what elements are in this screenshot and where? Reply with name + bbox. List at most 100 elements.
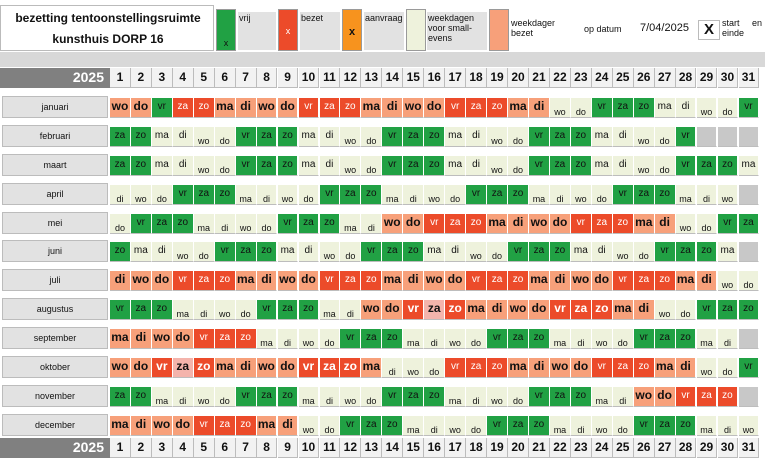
- day-cell[interactable]: wo: [550, 97, 571, 118]
- day-cell[interactable]: di: [550, 184, 571, 205]
- day-cell[interactable]: vr: [529, 155, 550, 176]
- day-cell[interactable]: zo: [570, 126, 592, 147]
- day-cell[interactable]: di: [570, 329, 592, 350]
- day-cell[interactable]: zo: [130, 386, 152, 407]
- day-cell[interactable]: do: [529, 300, 550, 321]
- day-cell[interactable]: di: [424, 415, 446, 436]
- day-cell[interactable]: vr: [361, 242, 383, 263]
- day-cell[interactable]: ma: [256, 329, 278, 350]
- day-cell[interactable]: vr: [193, 415, 215, 436]
- day-cell[interactable]: vr: [172, 184, 194, 205]
- day-cell[interactable]: di: [508, 213, 529, 234]
- day-cell[interactable]: di: [591, 242, 613, 263]
- day-cell[interactable]: di: [277, 329, 299, 350]
- day-cell[interactable]: vr: [340, 415, 362, 436]
- day-cell[interactable]: do: [214, 386, 236, 407]
- day-cell[interactable]: wo: [675, 213, 697, 234]
- day-cell[interactable]: za: [130, 300, 152, 321]
- day-cell[interactable]: wo: [508, 300, 529, 321]
- day-cell[interactable]: zo: [633, 358, 655, 378]
- day-cell[interactable]: za: [466, 358, 487, 378]
- day-cell[interactable]: ma: [382, 271, 404, 292]
- day-cell[interactable]: vr: [319, 184, 341, 205]
- day-cell[interactable]: ma: [214, 97, 236, 118]
- day-cell[interactable]: vr: [445, 97, 467, 118]
- day-cell[interactable]: za: [403, 126, 425, 147]
- day-cell[interactable]: zo: [487, 97, 508, 118]
- day-cell[interactable]: di: [361, 213, 383, 234]
- day-cell[interactable]: zo: [214, 271, 236, 292]
- day-cell[interactable]: vr: [633, 329, 655, 350]
- day-cell[interactable]: do: [151, 271, 173, 292]
- day-cell[interactable]: za: [110, 386, 131, 407]
- day-cell[interactable]: zo: [570, 155, 592, 176]
- day-cell[interactable]: za: [256, 126, 278, 147]
- day-cell[interactable]: di: [487, 300, 508, 321]
- day-cell[interactable]: do: [717, 97, 739, 118]
- day-cell[interactable]: ma: [361, 97, 383, 118]
- day-cell[interactable]: za: [529, 242, 550, 263]
- day-cell[interactable]: do: [151, 184, 173, 205]
- day-cell[interactable]: wo: [696, 97, 718, 118]
- day-cell[interactable]: do: [361, 386, 383, 407]
- day-cell[interactable]: di: [110, 184, 131, 205]
- day-cell[interactable]: za: [654, 415, 676, 436]
- day-cell[interactable]: za: [550, 126, 571, 147]
- day-cell[interactable]: vr: [717, 213, 739, 234]
- day-cell[interactable]: zo: [570, 386, 592, 407]
- day-cell[interactable]: za: [193, 271, 215, 292]
- day-cell[interactable]: zo: [654, 184, 676, 205]
- day-cell[interactable]: ma: [529, 184, 550, 205]
- day-cell[interactable]: di: [130, 329, 152, 350]
- day-cell[interactable]: do: [445, 271, 467, 292]
- day-cell[interactable]: do: [235, 300, 257, 321]
- day-cell[interactable]: do: [550, 213, 571, 234]
- day-cell[interactable]: do: [110, 213, 131, 234]
- day-cell[interactable]: di: [172, 155, 194, 176]
- day-cell[interactable]: wo: [403, 358, 425, 378]
- day-cell[interactable]: di: [675, 97, 697, 118]
- day-cell[interactable]: wo: [654, 300, 676, 321]
- day-cell[interactable]: [738, 126, 760, 147]
- day-cell[interactable]: zo: [675, 415, 697, 436]
- day-cell[interactable]: ma: [508, 97, 529, 118]
- day-cell[interactable]: di: [235, 358, 257, 378]
- day-cell[interactable]: zo: [466, 213, 487, 234]
- day-cell[interactable]: ma: [319, 300, 341, 321]
- day-cell[interactable]: ma: [424, 242, 446, 263]
- day-cell[interactable]: za: [633, 184, 655, 205]
- day-cell[interactable]: vr: [633, 415, 655, 436]
- day-cell[interactable]: vr: [382, 126, 404, 147]
- day-cell[interactable]: zo: [340, 358, 362, 378]
- day-cell[interactable]: za: [277, 300, 299, 321]
- day-cell[interactable]: zo: [550, 242, 571, 263]
- day-cell[interactable]: wo: [717, 184, 739, 205]
- day-cell[interactable]: ma: [654, 358, 676, 378]
- day-cell[interactable]: wo: [361, 300, 383, 321]
- day-cell[interactable]: wo: [445, 415, 467, 436]
- day-cell[interactable]: wo: [277, 184, 299, 205]
- day-cell[interactable]: ma: [151, 155, 173, 176]
- day-cell[interactable]: wo: [487, 386, 508, 407]
- day-cell[interactable]: wo: [172, 242, 194, 263]
- day-cell[interactable]: ma: [235, 271, 257, 292]
- day-cell[interactable]: ma: [717, 242, 739, 263]
- day-cell[interactable]: wo: [717, 271, 739, 292]
- day-cell[interactable]: do: [487, 242, 508, 263]
- day-cell[interactable]: zo: [214, 184, 236, 205]
- day-cell[interactable]: zo: [110, 242, 131, 263]
- day-cell[interactable]: vr: [738, 358, 760, 378]
- day-cell[interactable]: vr: [193, 329, 215, 350]
- day-cell[interactable]: do: [361, 155, 383, 176]
- day-cell[interactable]: wo: [633, 126, 655, 147]
- day-cell[interactable]: do: [445, 184, 467, 205]
- day-cell[interactable]: vr: [256, 300, 278, 321]
- day-cell[interactable]: zo: [298, 300, 320, 321]
- day-cell[interactable]: zo: [445, 300, 467, 321]
- day-cell[interactable]: di: [696, 184, 718, 205]
- day-cell[interactable]: vr: [529, 126, 550, 147]
- day-cell[interactable]: ma: [654, 97, 676, 118]
- day-cell[interactable]: vr: [445, 358, 467, 378]
- day-cell[interactable]: ma: [612, 300, 634, 321]
- day-cell[interactable]: do: [319, 415, 341, 436]
